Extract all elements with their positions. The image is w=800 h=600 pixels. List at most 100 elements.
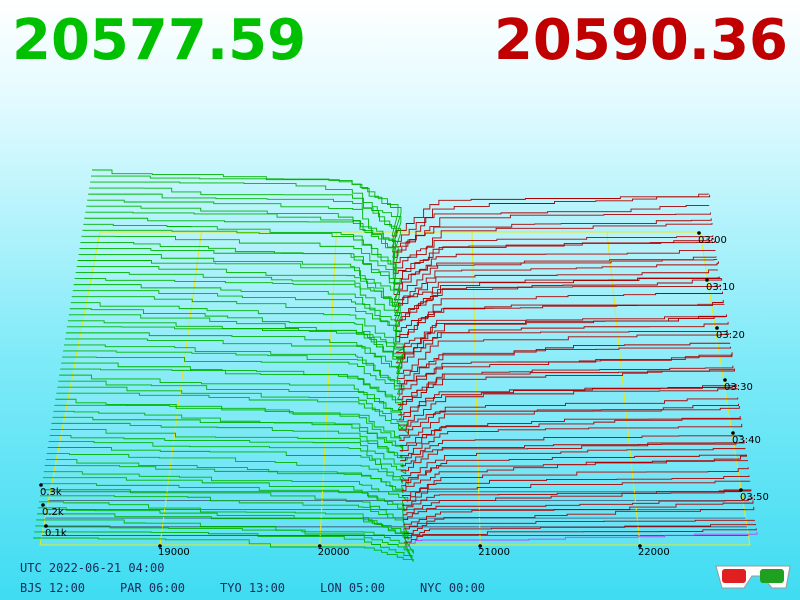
price-dot xyxy=(638,544,642,548)
bid-depth-line xyxy=(57,386,409,435)
glasses-icon xyxy=(715,565,791,589)
ask-depth-line xyxy=(394,284,721,317)
bid-depth-line xyxy=(42,477,405,508)
bid-depth-line xyxy=(49,434,404,468)
ask-depth-line xyxy=(399,405,740,441)
price-dot xyxy=(158,544,162,548)
time-dot xyxy=(731,431,735,435)
city-clock: TYO 13:00 xyxy=(220,581,285,595)
ask-depth-line xyxy=(396,314,727,359)
ask-depth-line xyxy=(393,249,716,285)
bid-depth-line xyxy=(72,290,397,342)
size-label: 0.1k xyxy=(45,528,67,539)
ask-depth-line xyxy=(398,397,739,431)
ask-depth-line xyxy=(402,490,752,511)
time-label: 03:40 xyxy=(732,435,761,446)
ask-depth-line xyxy=(399,403,739,436)
ask-depth-line xyxy=(403,506,755,530)
bid-depth-line xyxy=(67,320,405,369)
ask-depth-line xyxy=(398,384,736,416)
bid-depth-line xyxy=(61,362,402,406)
bid-depth-line xyxy=(77,260,401,316)
ask-depth-line xyxy=(392,235,714,269)
ask-depth-line xyxy=(402,475,750,501)
ask-depth-line xyxy=(395,316,726,348)
bid-depth-line xyxy=(83,223,397,284)
bid-depth-line xyxy=(41,483,405,512)
bid-depth-line xyxy=(36,519,408,546)
ask-depth-line xyxy=(392,212,711,253)
bid-depth-line xyxy=(80,241,401,300)
ask-depth-line xyxy=(401,454,748,487)
bid-depth-line xyxy=(91,175,402,242)
ask-depth-line xyxy=(396,342,731,379)
price-label: 19000 xyxy=(158,547,190,558)
ask-depth-line xyxy=(400,442,744,467)
ask-depth-line xyxy=(392,204,710,242)
size-dot xyxy=(41,503,45,507)
ask-depth-line xyxy=(404,524,756,539)
ask-depth-line xyxy=(400,435,743,462)
ask-depth-line xyxy=(398,387,738,426)
ask-depth-line xyxy=(392,218,712,258)
ask-depth-line xyxy=(400,423,743,457)
ask-depth-line xyxy=(397,354,732,390)
ask-depth-line xyxy=(396,321,729,369)
bid-depth-line xyxy=(58,380,402,421)
ask-depth-line xyxy=(394,261,719,306)
bid-depth-line xyxy=(60,368,403,410)
time-label: 03:00 xyxy=(698,235,727,246)
bid-depth-line xyxy=(70,302,404,353)
bid-depth-line xyxy=(59,374,402,416)
utc-clock: UTC 2022-06-21 04:00 xyxy=(20,561,165,575)
bid-depth-line xyxy=(43,471,409,503)
bid-depth-line xyxy=(40,489,405,520)
bid-depth-line xyxy=(71,296,398,348)
ask-depth-line xyxy=(393,238,715,274)
axis-labels: 19000 20000 21000 22000 0.3k 0.2k 0.1k 03:00 03:… xyxy=(39,231,769,558)
price-column xyxy=(471,231,481,546)
bid-depth-line xyxy=(92,169,399,237)
price-label: 22000 xyxy=(638,547,670,558)
bid-price: 20577.59 xyxy=(12,8,306,73)
ask-depth-line xyxy=(398,368,735,411)
price-dot xyxy=(317,544,322,548)
ask-depth-line xyxy=(402,480,751,506)
bid-depth-line xyxy=(89,187,397,253)
ask-depth-line xyxy=(393,269,719,301)
bid-depth-line xyxy=(35,525,414,555)
ask-depth-line xyxy=(403,500,754,525)
ask-depth-line xyxy=(400,448,746,477)
ask-depth-line xyxy=(397,352,733,395)
bid-depth-line xyxy=(50,428,408,462)
bid-depth-line xyxy=(68,314,405,364)
bid-depth-line xyxy=(48,441,407,475)
bid-depth-line xyxy=(82,229,397,290)
size-dot xyxy=(39,483,43,487)
bid-depth-line xyxy=(74,278,402,332)
ask-depth-line xyxy=(396,329,728,364)
city-clock: PAR 06:00 xyxy=(120,581,185,595)
time-label: 03:50 xyxy=(740,492,769,503)
ask-depth-line xyxy=(397,365,734,400)
bid-depth-line xyxy=(47,447,409,486)
bid-depth-line xyxy=(56,392,408,431)
ask-depth-line xyxy=(402,489,752,516)
bid-depth-line xyxy=(52,416,403,452)
ask-price: 20590.36 xyxy=(494,8,788,73)
bid-depth-line xyxy=(65,338,399,384)
time-label: 03:20 xyxy=(716,330,745,341)
time-dot xyxy=(739,488,743,492)
bid-depth-line xyxy=(66,326,401,374)
bid-depth-line xyxy=(62,356,401,400)
city-clock: NYC 00:00 xyxy=(420,581,485,595)
bid-depth-line xyxy=(44,465,404,494)
size-dot xyxy=(44,524,48,528)
ask-depth-line xyxy=(404,528,757,543)
bid-depth-line xyxy=(34,531,413,559)
ask-depth-line xyxy=(396,333,730,374)
ask-depth-line xyxy=(392,222,713,264)
ask-depth-line xyxy=(394,278,722,322)
ask-depth-line xyxy=(404,531,758,547)
